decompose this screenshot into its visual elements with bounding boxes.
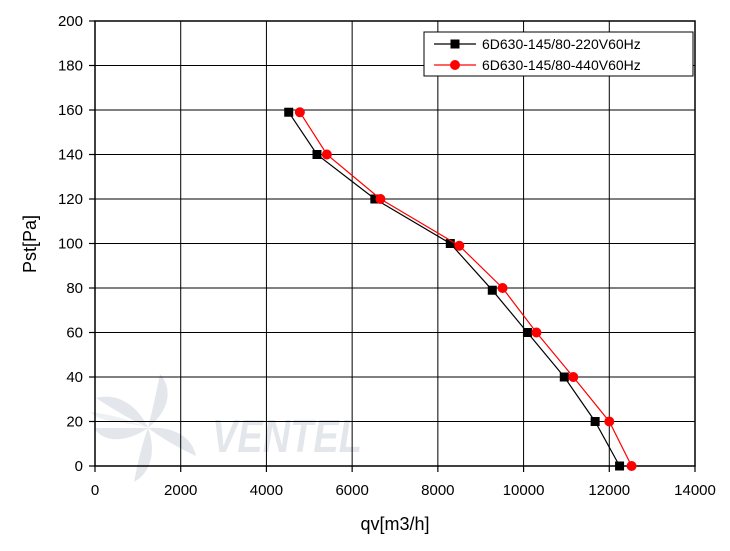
legend: 6D630-145/80-220V60Hz 6D630-145/80-440V60… xyxy=(423,31,694,77)
data-point xyxy=(604,416,615,427)
y-tick-label: 180 xyxy=(58,58,83,75)
y-tick-label: 60 xyxy=(66,325,83,342)
series-1 xyxy=(284,107,625,471)
legend-label: 6D630-145/80-220V60Hz xyxy=(482,36,641,52)
watermark-text: VENTEL xyxy=(212,410,362,462)
data-point xyxy=(312,150,322,159)
legend-marker xyxy=(450,60,460,70)
series-2 xyxy=(294,107,637,471)
y-axis-title: Pst[Pa] xyxy=(20,215,40,273)
legend-label: 6D630-145/80-440V60Hz xyxy=(482,57,641,73)
data-point xyxy=(497,283,508,293)
y-tick-label: 120 xyxy=(58,191,83,208)
y-tick-label: 40 xyxy=(66,369,83,386)
y-tick-label: 140 xyxy=(58,147,83,164)
fan-blades-icon xyxy=(90,374,196,482)
y-tick-label: 0 xyxy=(75,458,83,475)
legend-item: 6D630-145/80-220V60Hz xyxy=(434,36,641,52)
data-point xyxy=(284,107,294,117)
data-point xyxy=(531,327,542,338)
x-tick-label: 2000 xyxy=(164,482,197,499)
series-layer xyxy=(284,107,637,471)
y-tick-label: 20 xyxy=(66,414,83,431)
y-tick-label: 80 xyxy=(66,280,83,297)
data-point xyxy=(559,372,569,382)
x-axis-title: qv[m3/h] xyxy=(360,514,429,534)
x-tick-label: 4000 xyxy=(250,482,283,499)
y-tick-label: 100 xyxy=(58,236,83,253)
legend-box xyxy=(423,31,694,77)
legend-marker xyxy=(450,39,460,49)
x-tick-label: 10000 xyxy=(503,482,545,499)
data-point xyxy=(294,107,305,118)
data-point xyxy=(445,239,455,248)
data-point xyxy=(568,372,579,382)
data-point xyxy=(487,285,497,295)
legend-item: 6D630-145/80-440V60Hz xyxy=(434,57,641,73)
ventel-watermark-logo: VENTEL xyxy=(90,374,362,482)
axes: 0 2000 4000 6000 8000 10000 12000 14000 0 20 40 60 8… xyxy=(58,13,716,499)
y-tick-label: 160 xyxy=(58,102,83,119)
x-tick-label: 12000 xyxy=(588,482,630,499)
data-point xyxy=(626,461,637,471)
x-tick-label: 0 xyxy=(91,482,99,499)
data-point xyxy=(321,149,332,160)
data-point xyxy=(370,194,380,204)
data-point xyxy=(590,417,600,426)
x-tick-label: 14000 xyxy=(674,482,716,499)
y-tick-label: 200 xyxy=(58,13,83,30)
grid-lines xyxy=(95,21,695,466)
data-point xyxy=(454,240,465,251)
data-point xyxy=(375,194,386,204)
data-point xyxy=(522,328,532,337)
x-tick-label: 6000 xyxy=(335,482,368,499)
x-tick-label: 8000 xyxy=(421,482,454,499)
data-point xyxy=(615,461,625,471)
